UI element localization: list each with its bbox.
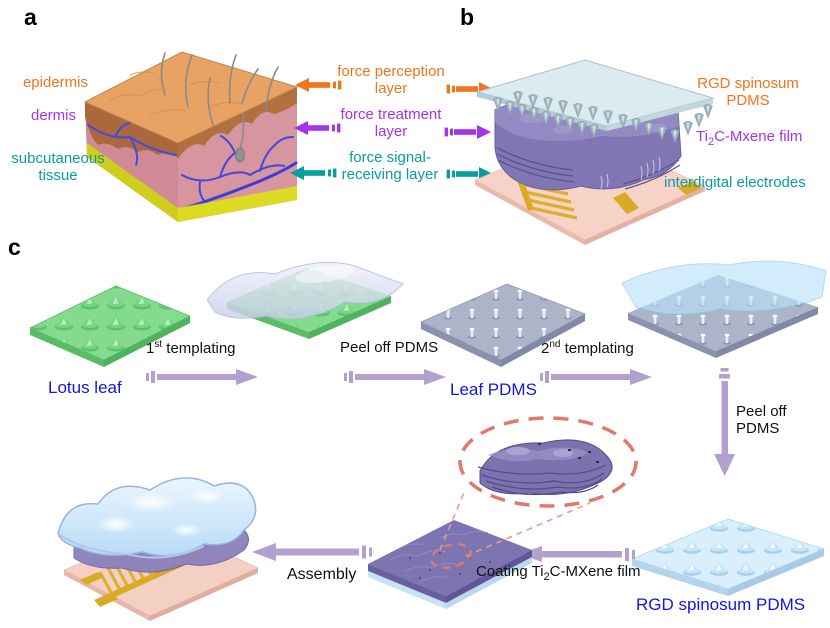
peel1-label: Peel off PDMS (340, 339, 439, 356)
rgd-spinosum-pdms-illustration (630, 518, 826, 596)
interdigital-electrodes-label: interdigital electrodes (664, 174, 806, 191)
force-perception-layer-label: force perception layer (334, 63, 448, 97)
dermis-label: dermis (30, 107, 76, 124)
templating2-num: 2 (541, 340, 550, 357)
sensor-structure-illustration (474, 59, 715, 245)
mxene-post: C-Mxene film (714, 128, 803, 145)
force-signal-receiving-layer-label: force signal- receiving layer (326, 149, 454, 183)
templating2-sup: nd (549, 339, 561, 350)
rgd-spinosum-line2: PDMS (726, 92, 770, 109)
treatment-arrow-right-icon (444, 125, 491, 139)
templating2-rest: templating (560, 340, 634, 357)
templating2-arrow-icon (540, 369, 652, 385)
templating1-arrow-icon (146, 369, 258, 385)
panel-a-letter: a (24, 4, 37, 30)
rgd-spinosum-line1: RGD spinosum (697, 75, 799, 92)
force-treatment-layer-label: force treatment layer (334, 106, 448, 140)
assembly-arrow-icon (252, 543, 372, 561)
force-treatment-line1: force treatment (340, 106, 442, 123)
coating-arrow-icon (519, 546, 635, 562)
templating1-num: 1 (146, 340, 155, 357)
coating-post: C-MXene film (549, 563, 641, 580)
panel-c-letter: c (8, 234, 21, 260)
epidermis-label: epidermis (22, 74, 88, 91)
peel2-arrow-icon (714, 368, 735, 476)
rgd-spinosum-pdms-label: RGD spinosum PDMS (692, 75, 804, 109)
coating-label: Coating Ti2C-MXene film (476, 563, 641, 583)
peel1-arrow-icon (344, 369, 446, 385)
mxene-pre: Ti (696, 128, 708, 145)
skin-block-illustration (83, 51, 299, 222)
peel2-label: Peel off PDMS (736, 403, 787, 437)
leaf-pdms-label: Leaf PDMS (450, 380, 537, 399)
panel-b-letter: b (460, 4, 475, 30)
second-templating-illustration (621, 260, 827, 358)
force-receiving-line1: force signal- (349, 149, 431, 166)
perception-arrow-right-icon (446, 82, 493, 96)
lotus-leaf-label: Lotus leaf (48, 378, 122, 397)
force-perception-line1: force perception (337, 63, 445, 80)
force-treatment-line2: layer (374, 123, 408, 140)
mxene-zoom-illustration (430, 416, 638, 569)
mxene-coated-plate-illustration (367, 520, 533, 609)
templating1-sup: st (154, 339, 163, 350)
mxene-film-label: Ti2C-Mxene film (696, 128, 826, 148)
coating-sub: 2 (543, 571, 550, 583)
subcutaneous-tissue-label: subcutaneous tissue (11, 150, 105, 184)
templating1-label: 1st templating (146, 339, 236, 358)
force-receiving-line2: receiving layer (341, 166, 439, 183)
assembly-label: Assembly (287, 566, 357, 583)
coating-pre: Coating Ti (476, 563, 544, 580)
rgd-spinosum-pdms-bottom-label: RGD spinosum PDMS (636, 595, 806, 614)
mxene-sub: 2 (707, 136, 715, 148)
assembled-sensor-illustration (57, 477, 259, 621)
templating1-rest: templating (162, 340, 236, 357)
templating2-label: 2nd templating (541, 339, 634, 358)
force-perception-line2: layer (374, 80, 408, 97)
